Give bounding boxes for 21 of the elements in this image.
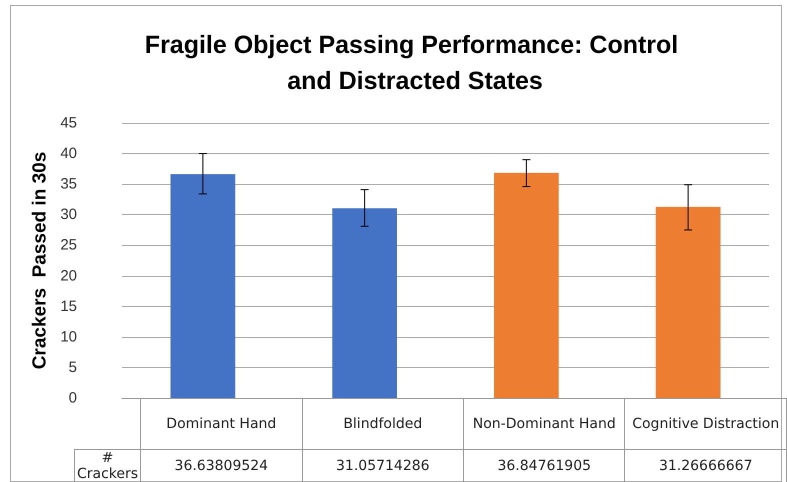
data-label: 31.05714286 bbox=[302, 450, 464, 482]
y-tick-label: 5 bbox=[68, 358, 77, 376]
x-tick-label: Blindfolded bbox=[302, 398, 464, 450]
y-axis-title: Crackers Passed in 30s bbox=[29, 152, 50, 370]
data-label: 36.84761905 bbox=[464, 450, 625, 482]
x-tick-label: Non-Dominant Hand bbox=[464, 398, 625, 450]
y-tick-label: 0 bbox=[68, 390, 77, 406]
y-tick-label: 45 bbox=[60, 114, 77, 132]
y-tick-label: 35 bbox=[60, 176, 77, 193]
text: # Crackers bbox=[74, 450, 141, 482]
x-tick-label: Cognitive Distraction bbox=[624, 398, 786, 450]
y-tick-label: 20 bbox=[60, 267, 77, 284]
y-tick-label: 40 bbox=[60, 145, 77, 162]
y-tick-label: 10 bbox=[60, 328, 77, 346]
y-tick-label: 25 bbox=[60, 236, 77, 254]
data-label: 31.26666667 bbox=[624, 450, 786, 482]
data-label: 36.63809524 bbox=[140, 450, 302, 482]
y-tick-label: 15 bbox=[60, 298, 77, 315]
x-tick-label: Dominant Hand bbox=[140, 398, 302, 450]
y-tick-label: 30 bbox=[60, 206, 77, 224]
chart-title: Fragile Object Passing Performance: Control and Distracted States bbox=[144, 31, 686, 95]
